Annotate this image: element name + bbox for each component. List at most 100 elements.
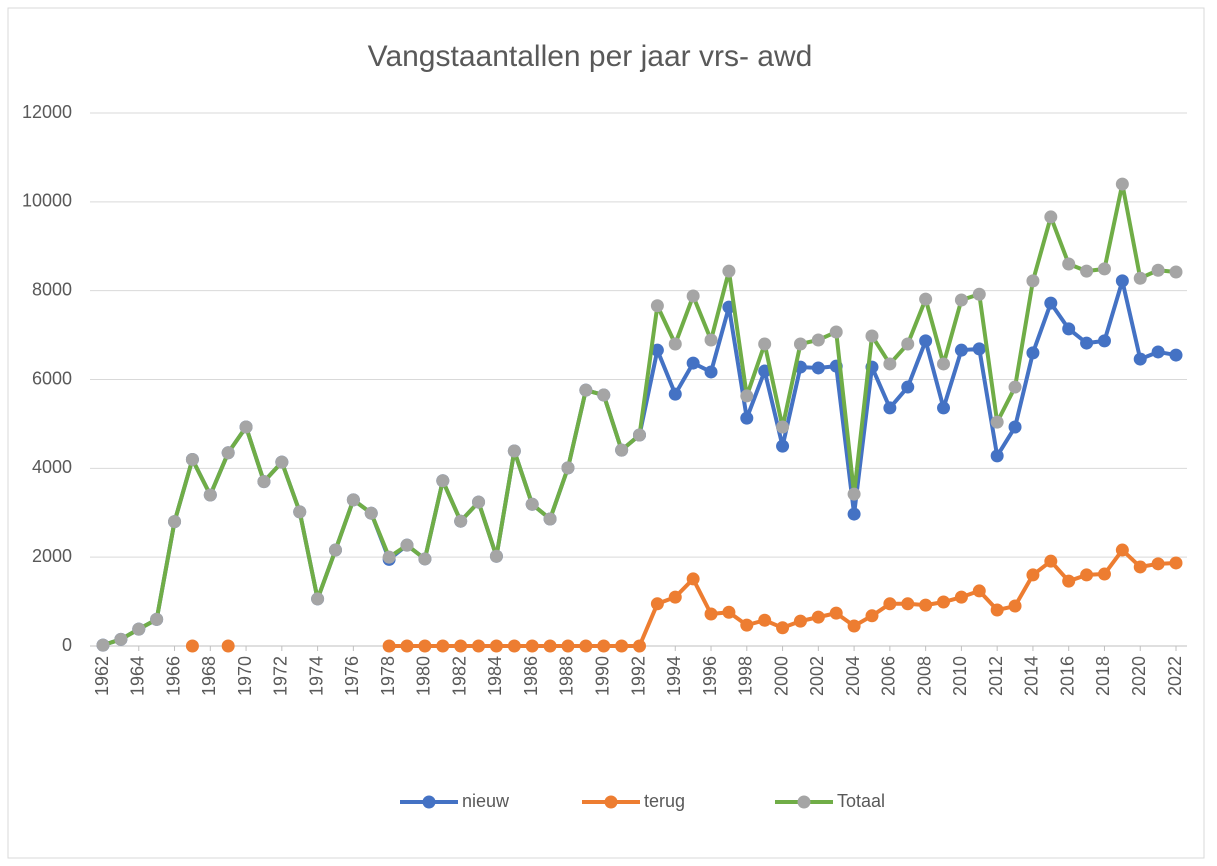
point [543, 512, 557, 526]
point [758, 337, 772, 351]
point [776, 439, 790, 453]
x-tick-label: 1962 [92, 656, 112, 696]
point [1169, 348, 1183, 362]
legend-marker [797, 795, 811, 809]
point [793, 337, 807, 351]
point [883, 357, 897, 371]
point [668, 590, 682, 604]
point [704, 333, 718, 347]
point [150, 612, 164, 626]
point [722, 264, 736, 278]
x-tick-label: 1966 [163, 656, 183, 696]
point [597, 639, 611, 653]
y-tick-label: 8000 [32, 279, 72, 299]
point [919, 292, 933, 306]
x-tick-label: 2000 [771, 656, 791, 696]
y-tick-label: 0 [62, 635, 72, 655]
point [579, 639, 593, 653]
point [1008, 599, 1022, 613]
point [185, 452, 199, 466]
x-tick-label: 1988 [557, 656, 577, 696]
x-tick-label: 2010 [950, 656, 970, 696]
point [1115, 177, 1129, 191]
point [1097, 567, 1111, 581]
point [1133, 560, 1147, 574]
point [686, 356, 700, 370]
point [1097, 262, 1111, 276]
point [1044, 210, 1058, 224]
point [1062, 322, 1076, 336]
point [954, 293, 968, 307]
point [1169, 556, 1183, 570]
x-tick-label: 2018 [1093, 656, 1113, 696]
x-tick-label: 2014 [1022, 656, 1042, 696]
x-tick-label: 1984 [485, 656, 505, 696]
x-tick-label: 1994 [664, 656, 684, 696]
point [454, 639, 468, 653]
x-tick-label: 1990 [592, 656, 612, 696]
point [1026, 274, 1040, 288]
x-tick-label: 1996 [700, 656, 720, 696]
point [847, 619, 861, 633]
point [972, 342, 986, 356]
point [615, 443, 629, 457]
point [740, 389, 754, 403]
point [257, 475, 271, 489]
point [221, 639, 235, 653]
point [883, 597, 897, 611]
x-tick-label: 1998 [736, 656, 756, 696]
point [990, 449, 1004, 463]
x-tick-label: 1976 [342, 656, 362, 696]
point [650, 597, 664, 611]
point [418, 552, 432, 566]
point [901, 380, 915, 394]
legend-item: nieuw [400, 791, 510, 811]
x-tick-label: 1982 [449, 656, 469, 696]
point [829, 606, 843, 620]
point [1133, 352, 1147, 366]
y-tick-label: 2000 [32, 546, 72, 566]
point [615, 639, 629, 653]
y-tick-label: 6000 [32, 368, 72, 388]
point [972, 584, 986, 598]
y-tick-label: 10000 [22, 191, 72, 211]
point [901, 597, 915, 611]
point [418, 639, 432, 653]
point [633, 639, 646, 653]
x-tick-label: 2022 [1165, 656, 1185, 696]
point [1080, 568, 1094, 582]
y-tick-label: 4000 [32, 457, 72, 477]
x-tick-label: 1972 [271, 656, 291, 696]
x-tick-label: 2008 [914, 656, 934, 696]
point [400, 538, 414, 552]
x-tick-label: 1986 [521, 656, 541, 696]
point [203, 488, 217, 502]
legend-marker [604, 795, 618, 809]
point [507, 639, 521, 653]
x-tick-label: 1968 [199, 656, 219, 696]
point [722, 605, 736, 619]
point [114, 632, 128, 646]
point [883, 401, 897, 415]
point [668, 387, 682, 401]
x-tick-label: 1978 [378, 656, 398, 696]
point [1080, 264, 1094, 278]
point [436, 639, 450, 653]
point [311, 592, 325, 606]
legend-item: Totaal [775, 791, 885, 811]
point [776, 621, 790, 635]
x-tick-label: 1992 [628, 656, 648, 696]
point [937, 401, 951, 415]
point [1115, 274, 1129, 288]
x-tick-label: 2012 [986, 656, 1006, 696]
point [1097, 334, 1111, 348]
point [758, 613, 772, 627]
point [168, 515, 182, 529]
point [1080, 336, 1094, 350]
point [740, 411, 754, 425]
chart-frame [7, 7, 1205, 859]
point [847, 487, 861, 501]
point [1026, 346, 1040, 360]
point [1044, 554, 1058, 568]
